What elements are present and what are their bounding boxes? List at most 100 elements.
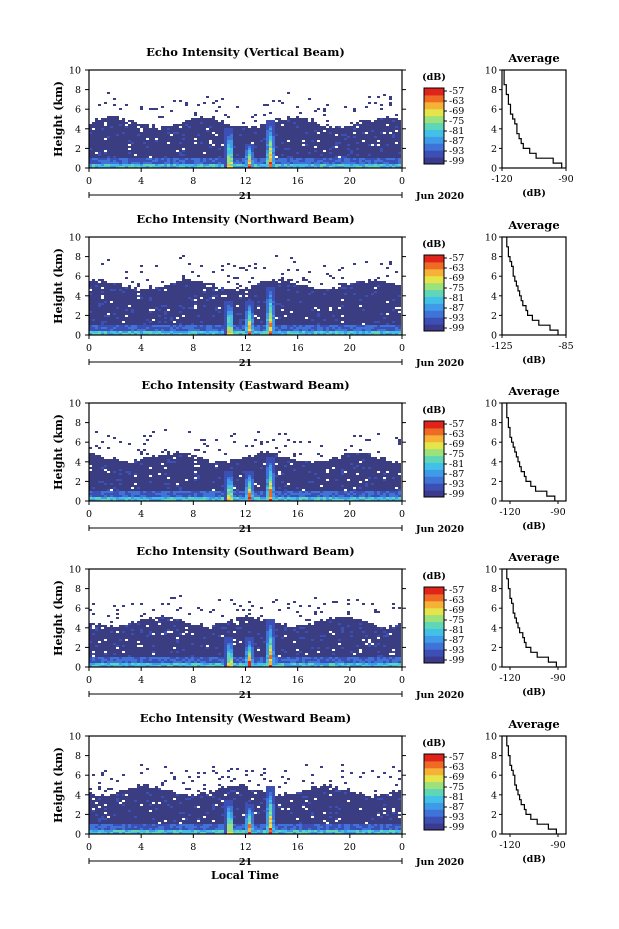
echo-cell (242, 325, 245, 327)
echo-cell (326, 148, 329, 150)
echo-cell (242, 313, 245, 315)
echo-cell (200, 150, 203, 152)
echo-cell (182, 289, 185, 291)
echo-cell (107, 156, 110, 158)
echo-cell (194, 303, 197, 305)
echo-cell (236, 162, 239, 164)
echo-cell (245, 166, 248, 168)
echo-cell (254, 295, 257, 297)
echo-cell (266, 299, 269, 301)
echo-cell (149, 327, 152, 329)
echo-cell (152, 124, 155, 126)
echo-cell (200, 158, 203, 160)
echo-cell (329, 329, 332, 331)
echo-cell (92, 132, 95, 134)
echo-cell (257, 150, 260, 152)
echo-cell (164, 146, 167, 148)
echo-cell (254, 291, 257, 293)
echo-cell (251, 154, 254, 156)
echo-cell (119, 323, 122, 325)
echo-cell (266, 315, 269, 317)
echo-cell (143, 138, 146, 140)
echo-cell (176, 321, 179, 323)
echo-cell (239, 142, 242, 144)
echo-cell (353, 283, 356, 285)
echo-cell (374, 156, 377, 158)
echo-cell (221, 158, 224, 160)
echo-cell (350, 158, 353, 160)
echo-cell (149, 289, 152, 291)
echo-cell (347, 317, 350, 319)
echo-cell (179, 309, 182, 311)
echo-cell (305, 120, 308, 122)
echo-cell (116, 293, 119, 295)
echo-cell (92, 309, 95, 311)
echo-cell (341, 317, 344, 319)
echo-cell (221, 126, 224, 128)
echo-cell (215, 311, 218, 313)
echo-cell (263, 130, 266, 132)
echo-cell (332, 152, 335, 154)
echo-cell (275, 144, 278, 146)
echo-cell (329, 156, 332, 158)
echo-cell (350, 122, 353, 124)
echo-cell (224, 301, 227, 303)
echo-cell (215, 309, 218, 311)
echo-cell (197, 166, 200, 168)
echo-cell (305, 299, 308, 301)
echo-cell (149, 140, 152, 142)
echo-cell (380, 140, 383, 142)
echo-cell (116, 283, 119, 285)
echo-cell (302, 132, 305, 134)
echo-cell (266, 287, 269, 289)
echo-cell (290, 132, 293, 134)
echo-cell (89, 150, 92, 152)
echo-cell (206, 293, 209, 295)
echo-cell (137, 158, 140, 160)
echo-cell (371, 333, 374, 335)
echo-cell (101, 321, 104, 323)
average-title: Average (507, 51, 559, 65)
echo-cell (239, 325, 242, 327)
echo-cell (395, 144, 398, 146)
echo-cell (245, 289, 248, 291)
echo-cell (164, 154, 167, 156)
echo-cell (254, 162, 257, 164)
echo-cell (371, 315, 374, 317)
echo-cell (359, 323, 362, 325)
echo-cell (152, 148, 155, 150)
echo-cell (179, 287, 182, 289)
echo-cell (176, 130, 179, 132)
echo-cell (98, 321, 101, 323)
echo-cell (122, 152, 125, 154)
echo-cell (200, 154, 203, 156)
echo-cell (209, 160, 212, 162)
echo-cell (143, 130, 146, 132)
echo-cell (353, 148, 356, 150)
echo-cell (314, 126, 317, 128)
echo-cell (383, 164, 386, 166)
echo-cell (356, 281, 359, 283)
echo-cell (269, 313, 272, 315)
echo-cell (278, 305, 281, 307)
echo-cell (311, 144, 314, 146)
echo-cell (230, 152, 233, 154)
echo-cell (197, 333, 200, 335)
echo-cell (110, 307, 113, 309)
echo-cell (158, 164, 161, 166)
echo-cell (143, 289, 146, 291)
echo-cell (173, 311, 176, 313)
echo-cell (140, 331, 143, 333)
echo-cell (308, 162, 311, 164)
echo-cell (374, 160, 377, 162)
echo-cell (107, 166, 110, 168)
echo-cell (140, 140, 143, 142)
echo-cell (305, 136, 308, 138)
echo-cell (182, 126, 185, 128)
echo-cell (278, 136, 281, 138)
echo-cell (194, 114, 197, 116)
echo-cell (293, 317, 296, 319)
echo-cell (194, 283, 197, 285)
echo-cell (347, 319, 350, 321)
echo-cell (155, 158, 158, 160)
